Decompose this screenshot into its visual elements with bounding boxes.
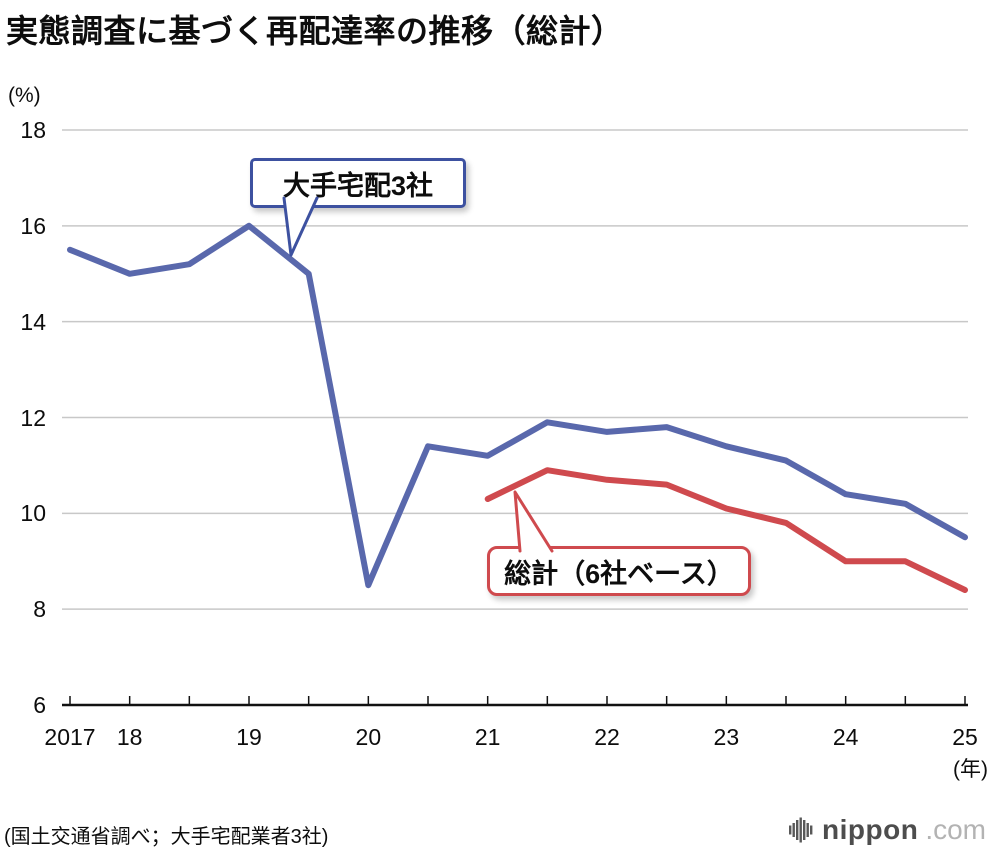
x-tick-label: 18 [116, 724, 143, 750]
x-tick-label: 25 [952, 724, 978, 750]
logo-tld-text: .com [925, 814, 986, 845]
x-tick-label: 23 [713, 724, 740, 750]
x-axis-unit-label: (年) [953, 758, 988, 781]
source-note: (国土交通省調べ；大手宅配業者3社) [4, 826, 329, 848]
y-tick-label: 18 [20, 117, 46, 143]
x-tick-label: 20 [355, 724, 382, 750]
series-line-0 [67, 222, 968, 589]
nippon-logo: nippon .com [789, 814, 986, 846]
x-tick-label: 19 [236, 724, 262, 750]
series-callout-total6: 総計（6社ベース） [487, 546, 751, 596]
series-line-1 [484, 467, 968, 593]
y-tick-label: 8 [33, 596, 46, 623]
series-callout-major3: 大手宅配3社 [250, 158, 466, 208]
y-tick-label: 10 [20, 500, 46, 527]
y-tick-label: 16 [20, 212, 46, 239]
line-chart-plot [62, 129, 968, 707]
x-tick-label: 21 [474, 724, 501, 750]
x-tick-label: 24 [832, 724, 859, 750]
series-callout-total6-label: 総計（6社ベース） [504, 558, 734, 589]
chart-title: 実態調査に基づく再配達率の推移（総計） [6, 13, 624, 49]
y-tick-label: 12 [20, 404, 46, 431]
x-tick-label: 22 [594, 724, 620, 750]
logo-brand-text: nippon [822, 814, 919, 845]
y-tick-label: 14 [20, 308, 46, 335]
series-callout-major3-label: 大手宅配3社 [282, 170, 434, 201]
y-tick-label: 6 [33, 692, 46, 718]
x-tick-label: 2017 [44, 724, 96, 750]
y-axis-unit-label: (%) [8, 84, 41, 107]
nippon-bars-icon [789, 817, 813, 843]
